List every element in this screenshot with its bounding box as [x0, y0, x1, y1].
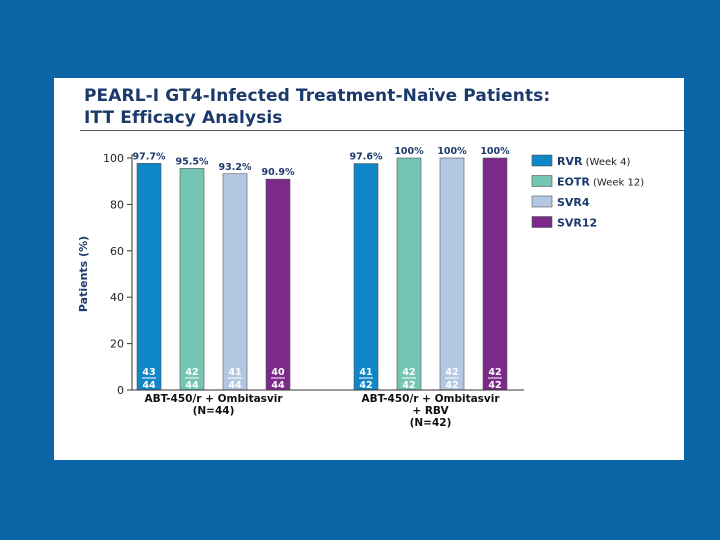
- bar-value-label: 97.7%: [133, 151, 166, 162]
- group-label: ABT-450/r + Ombitasvir: [144, 393, 283, 405]
- legend-label: SVR4: [557, 196, 590, 209]
- y-tick-label: 60: [110, 245, 124, 258]
- legend-swatch: [531, 154, 553, 167]
- bar-denominator-label: 42: [359, 380, 372, 391]
- y-tick-label: 80: [110, 198, 124, 211]
- bar-denominator-label: 44: [228, 380, 242, 391]
- bar-numerator-label: 40: [271, 367, 285, 378]
- bar-value-label: 100%: [480, 146, 510, 157]
- bar-numerator-label: 42: [402, 367, 415, 378]
- bar: [265, 178, 291, 391]
- legend-series-name: SVR4: [557, 196, 590, 209]
- bar-denominator-label: 44: [185, 380, 199, 391]
- bar: [439, 157, 465, 391]
- legend-series-qualifier: (Week 12): [590, 178, 644, 189]
- slide-title-line1: PEARL-I GT4-Infected Treatment-Naïve Pat…: [84, 86, 551, 106]
- bar-denominator-label: 44: [271, 380, 285, 391]
- bar-denominator-label: 42: [402, 380, 415, 391]
- bar: [136, 163, 162, 391]
- legend-label: RVR (Week 4): [557, 155, 630, 168]
- bar: [482, 157, 508, 391]
- legend-series-name: RVR: [557, 155, 583, 168]
- group-label: + RBV: [412, 405, 449, 417]
- legend-series-name: EOTR: [557, 176, 590, 189]
- legend-swatch: [531, 216, 553, 228]
- bar-numerator-label: 42: [185, 367, 198, 378]
- legend-label: EOTR (Week 12): [557, 176, 644, 189]
- bar-value-label: 90.9%: [262, 167, 295, 178]
- group-label: (N=42): [410, 417, 452, 429]
- bar-numerator-label: 43: [142, 367, 155, 378]
- bar: [396, 157, 422, 391]
- legend-series-qualifier: (Week 4): [582, 157, 630, 168]
- bar-denominator-label: 42: [445, 380, 458, 391]
- bar-chart: Patients (%) 0 20 40 60 80 100 97.7% 43 44 95.5% 42…: [77, 146, 644, 429]
- y-tick-label: 40: [110, 291, 124, 304]
- bar-denominator-label: 44: [142, 380, 156, 391]
- bar-numerator-label: 41: [228, 367, 241, 378]
- legend-label: SVR12: [557, 217, 597, 230]
- bar-value-label: 100%: [394, 146, 424, 157]
- bar-value-label: 95.5%: [176, 156, 209, 167]
- y-tick-label: 100: [103, 152, 124, 165]
- bar: [179, 168, 205, 391]
- bar-numerator-label: 42: [445, 367, 458, 378]
- bar-value-label: 100%: [437, 146, 467, 157]
- bar-numerator-label: 41: [359, 367, 372, 378]
- bar: [222, 173, 248, 391]
- group-label: (N=44): [193, 405, 235, 417]
- title-divider: [80, 130, 684, 131]
- bar: [353, 163, 379, 391]
- slide: PEARL-I GT4-Infected Treatment-Naïve Pat…: [54, 78, 684, 460]
- bar-value-label: 97.6%: [350, 152, 383, 163]
- y-tick-label: 20: [110, 338, 124, 351]
- legend-swatch: [531, 175, 553, 187]
- bar-numerator-label: 42: [488, 367, 501, 378]
- bar-value-label: 93.2%: [219, 162, 252, 173]
- bar-denominator-label: 42: [488, 380, 501, 391]
- y-axis-label: Patients (%): [77, 236, 90, 312]
- group-label: ABT-450/r + Ombitasvir: [361, 393, 500, 405]
- slide-title-line2: ITT Efficacy Analysis: [84, 108, 283, 128]
- y-tick-label: 0: [117, 384, 124, 397]
- legend-swatch: [531, 195, 553, 208]
- legend-series-name: SVR12: [557, 217, 597, 230]
